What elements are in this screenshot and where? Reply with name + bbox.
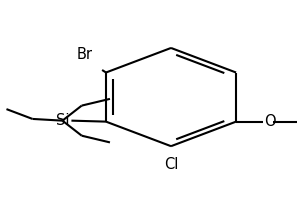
Text: O: O [265,114,276,129]
Text: Br: Br [76,47,92,62]
Text: Si: Si [56,113,69,128]
Text: Cl: Cl [164,157,178,172]
